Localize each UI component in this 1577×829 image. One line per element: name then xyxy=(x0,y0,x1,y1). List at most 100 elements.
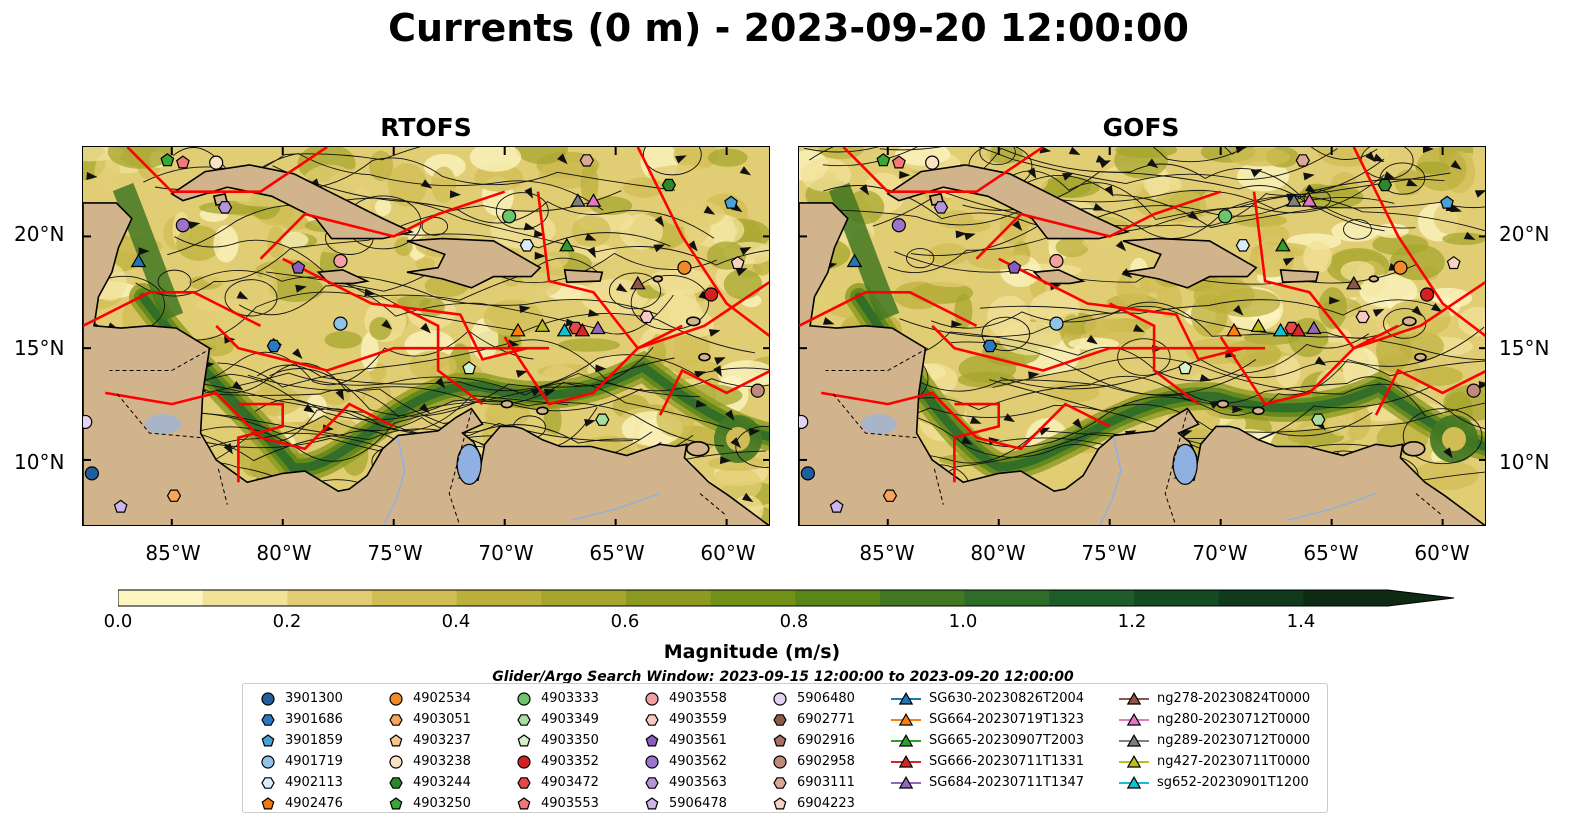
pentagon-marker-icon xyxy=(645,796,659,809)
float-marker-4902534[interactable] xyxy=(677,260,692,275)
float-marker-4903559[interactable] xyxy=(1355,310,1370,324)
hexagon-marker-icon xyxy=(773,713,787,726)
hexagon-marker-icon xyxy=(389,713,403,726)
float-marker-ng280-20230712t0000[interactable] xyxy=(585,193,602,207)
float-marker-4903563[interactable] xyxy=(217,201,233,214)
float-marker-4903250[interactable] xyxy=(876,153,891,167)
float-marker-4903349[interactable] xyxy=(595,413,610,426)
float-marker-sg630-20230826t2004[interactable] xyxy=(130,253,147,268)
legend-label: 4903250 xyxy=(413,796,471,811)
legend-item: ng289-20230712T0000 xyxy=(1119,730,1310,751)
float-marker-6903111[interactable] xyxy=(1295,154,1310,167)
float-marker-sg665-20230907t2003[interactable] xyxy=(559,237,575,252)
float-marker-sg630-20230826t2004[interactable] xyxy=(846,253,863,268)
legend-label: ng278-20230824T0000 xyxy=(1157,691,1311,706)
float-marker-4902534[interactable] xyxy=(1393,260,1408,275)
float-marker-4901719[interactable] xyxy=(1049,316,1064,331)
legend-label: 4903558 xyxy=(669,691,727,706)
float-marker-3901859[interactable] xyxy=(1440,195,1454,209)
float-marker-4903553[interactable] xyxy=(175,155,190,169)
float-marker-sg665-20230907t2003[interactable] xyxy=(1275,237,1291,252)
float-marker-3901686[interactable] xyxy=(266,339,282,353)
float-marker-5906480[interactable] xyxy=(799,414,809,430)
legend-item: SG666-20230711T1331 xyxy=(891,751,1084,772)
float-marker-4903352[interactable] xyxy=(703,287,719,302)
float-marker-ng280-20230712t0000[interactable] xyxy=(1301,193,1318,207)
legend-label: ng289-20230712T0000 xyxy=(1157,733,1311,748)
float-marker-4901719[interactable] xyxy=(333,316,348,331)
float-marker-6904223[interactable] xyxy=(1446,255,1461,270)
gofs-map[interactable] xyxy=(798,146,1486,526)
rtofs-map[interactable] xyxy=(82,146,770,526)
float-marker-4903238[interactable] xyxy=(209,155,224,170)
legend-label: 4903350 xyxy=(541,733,599,748)
float-marker-sg684-20230711t1347[interactable] xyxy=(590,320,606,335)
float-marker-4903562[interactable] xyxy=(175,218,190,233)
legend-item: SG665-20230907T2003 xyxy=(891,730,1084,751)
float-marker-4903244[interactable] xyxy=(1377,178,1393,192)
float-marker-ng278-20230824t0000[interactable] xyxy=(1346,275,1362,290)
legend-label: 4903472 xyxy=(541,775,599,790)
float-marker-3901859[interactable] xyxy=(724,195,738,209)
legend-item: 6902916 xyxy=(771,730,855,751)
legend-label: SG664-20230719T1323 xyxy=(929,712,1085,727)
float-marker-5906478[interactable] xyxy=(113,499,128,513)
float-marker-4903561[interactable] xyxy=(291,260,306,274)
float-marker-4903553[interactable] xyxy=(891,155,906,169)
float-marker-ng427-20230711t0000[interactable] xyxy=(534,318,551,332)
float-marker-4903562[interactable] xyxy=(891,218,906,233)
legend-item: sg652-20230901T1200 xyxy=(1119,772,1310,793)
float-marker-4903563[interactable] xyxy=(933,201,949,214)
float-marker-3901686[interactable] xyxy=(982,339,998,353)
lat-label-10n-left: 10°N xyxy=(14,450,65,474)
float-marker-5906478[interactable] xyxy=(829,499,844,513)
float-marker-4903250[interactable] xyxy=(160,153,175,167)
float-marker-4903244[interactable] xyxy=(661,178,677,192)
circle-marker-icon xyxy=(645,691,659,706)
float-marker-ng289-20230712t0000[interactable] xyxy=(570,193,586,207)
float-marker-sg684-20230711t1347[interactable] xyxy=(1306,320,1322,335)
triangle-marker-icon xyxy=(1119,691,1149,705)
float-marker-4902113[interactable] xyxy=(1235,239,1251,252)
float-marker-ng278-20230824t0000[interactable] xyxy=(630,275,646,290)
float-marker-sg652-20230901t1200[interactable] xyxy=(556,322,573,337)
float-marker-3901300[interactable] xyxy=(800,466,815,481)
float-marker-4903350[interactable] xyxy=(1178,361,1193,375)
float-marker-4903558[interactable] xyxy=(333,253,348,269)
float-marker-3901300[interactable] xyxy=(84,466,99,481)
hexagon-marker-icon xyxy=(261,713,275,726)
float-marker-sg666-20230711t1331[interactable] xyxy=(1290,322,1307,337)
colorbar xyxy=(117,589,1458,609)
float-marker-6902958[interactable] xyxy=(1466,383,1481,398)
float-marker-4903350[interactable] xyxy=(462,361,477,375)
float-marker-4903238[interactable] xyxy=(925,155,940,170)
float-marker-5906480[interactable] xyxy=(83,414,93,430)
float-marker-4903559[interactable] xyxy=(639,310,654,324)
float-marker-4902113[interactable] xyxy=(519,239,535,252)
float-marker-4903051[interactable] xyxy=(882,489,898,502)
float-marker-6903111[interactable] xyxy=(579,154,594,167)
float-marker-sg664-20230719t1323[interactable] xyxy=(510,322,526,337)
legend-label: 4902476 xyxy=(285,796,343,811)
float-marker-sg652-20230901t1200[interactable] xyxy=(1272,322,1289,337)
float-marker-sg666-20230711t1331[interactable] xyxy=(574,322,591,337)
legend-label: SG630-20230826T2004 xyxy=(929,691,1085,706)
float-marker-6902958[interactable] xyxy=(750,383,765,398)
lon-label-60w-right: 60°W xyxy=(1414,541,1470,565)
float-marker-ng289-20230712t0000[interactable] xyxy=(1286,193,1302,207)
float-marker-4903558[interactable] xyxy=(1049,253,1064,269)
legend-label: ng280-20230712T0000 xyxy=(1157,712,1311,727)
lon-label-75w-right: 75°W xyxy=(1081,541,1137,565)
float-marker-4903349[interactable] xyxy=(1311,413,1326,426)
float-marker-6904223[interactable] xyxy=(730,255,745,270)
float-marker-4903051[interactable] xyxy=(166,489,182,502)
float-marker-ng427-20230711t0000[interactable] xyxy=(1250,318,1267,332)
float-marker-4903333[interactable] xyxy=(1218,209,1233,224)
float-marker-4903352[interactable] xyxy=(1419,287,1435,302)
legend-item: 6903111 xyxy=(771,772,855,793)
legend-item: ng280-20230712T0000 xyxy=(1119,709,1310,730)
float-marker-4903561[interactable] xyxy=(1007,260,1022,274)
float-marker-4903333[interactable] xyxy=(502,209,517,224)
legend-item: 5906478 xyxy=(643,793,727,814)
float-marker-sg664-20230719t1323[interactable] xyxy=(1226,322,1242,337)
